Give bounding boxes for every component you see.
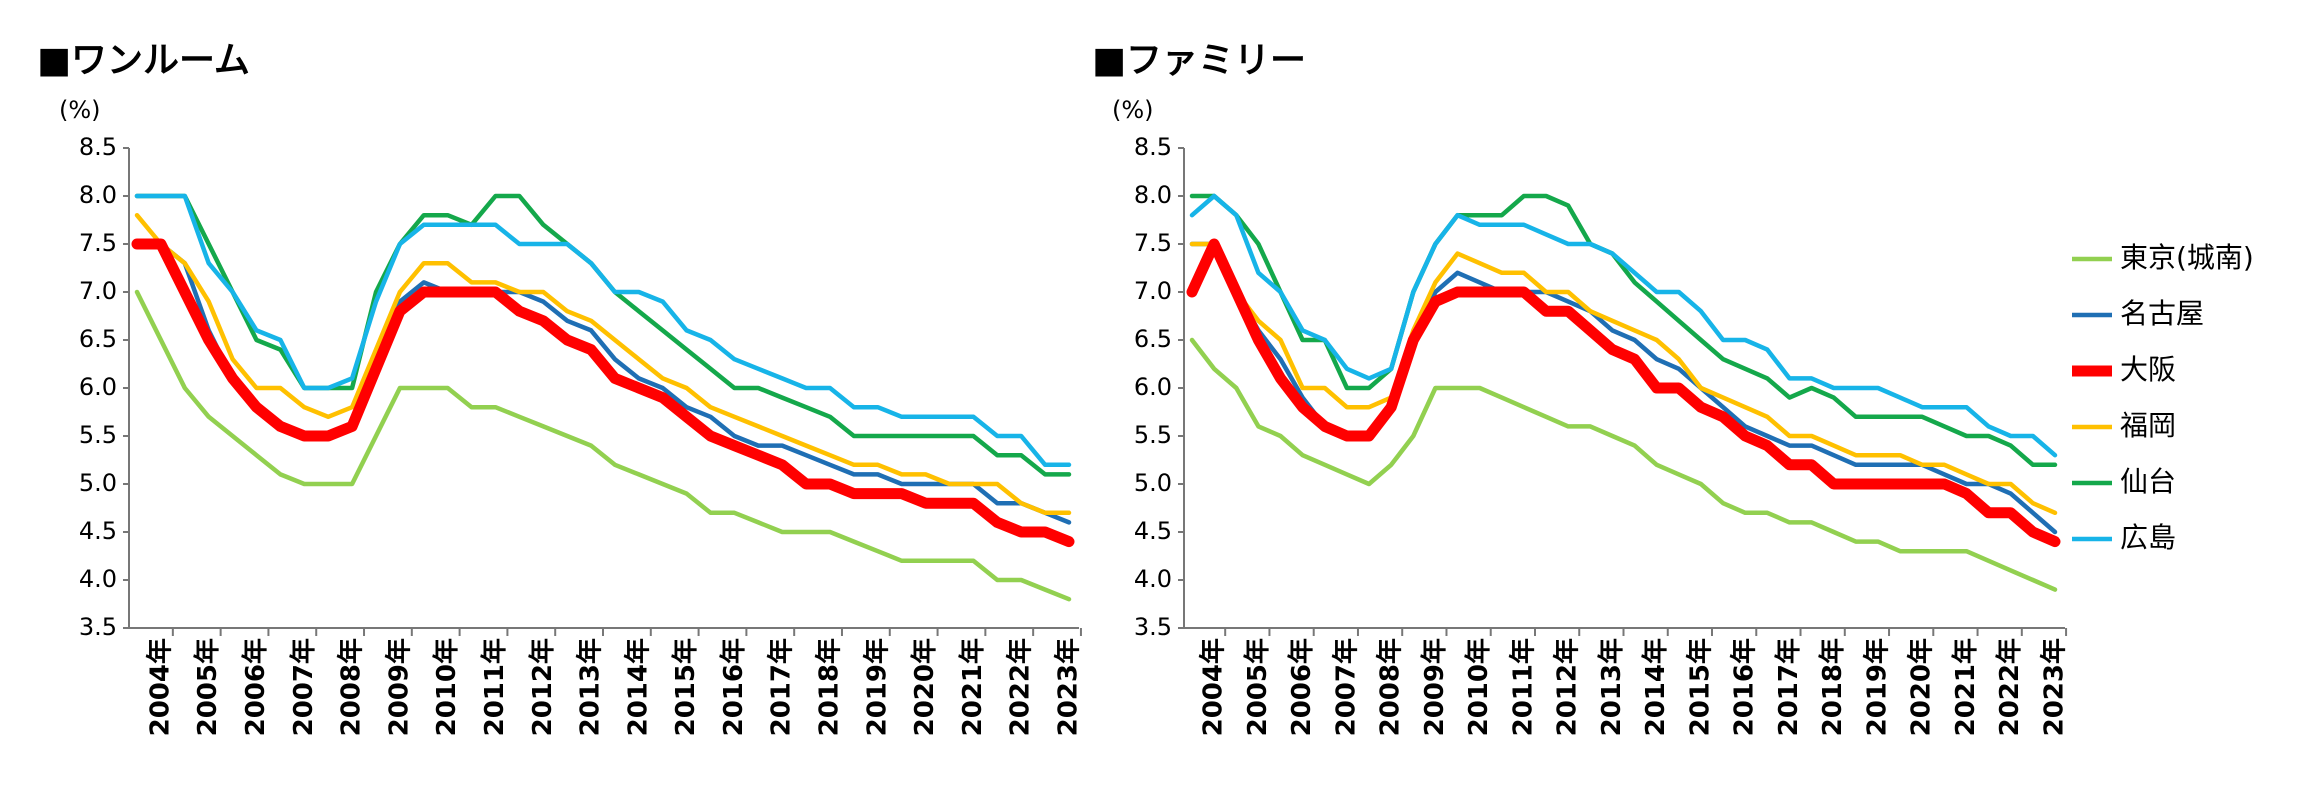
x-tick-label: 2020年 <box>1906 638 1937 736</box>
y-tick-label: 5.0 <box>1134 469 1172 497</box>
x-tick-label: 2007年 <box>1330 638 1361 736</box>
y-tick-label: 7.0 <box>79 277 117 305</box>
y-unit: (%) <box>1112 96 1154 124</box>
x-tick-label: 2008年 <box>336 638 367 736</box>
x-tick-label: 2013年 <box>575 638 606 736</box>
line <box>134 289 1072 602</box>
x-tick-label: 2014年 <box>622 638 653 736</box>
legend-label: 広島 <box>2120 521 2176 554</box>
x-tick-label: 2018年 <box>1817 638 1848 736</box>
x-tick-label: 2010年 <box>1463 638 1494 736</box>
x-tick-label: 2021年 <box>1950 638 1981 736</box>
y-tick-label: 6.5 <box>79 325 117 353</box>
y-tick-label: 6.0 <box>1134 373 1172 401</box>
x-tick-label: 2019年 <box>861 638 892 736</box>
y-tick-label: 3.5 <box>79 613 117 641</box>
x-tick-label: 2009年 <box>1419 638 1450 736</box>
x-tick-label: 2016年 <box>1729 638 1760 736</box>
x-tick-label: 2022年 <box>1005 638 1036 736</box>
y-tick-label: 5.5 <box>79 421 117 449</box>
x-tick-label: 2006年 <box>1286 638 1317 736</box>
x-tick-label: 2009年 <box>383 638 414 736</box>
x-tick-label: 2021年 <box>957 638 988 736</box>
line <box>1186 238 2061 548</box>
x-tick-label: 2012年 <box>527 638 558 736</box>
y-tick-label: 6.0 <box>79 373 117 401</box>
x-tick-label: 2007年 <box>288 638 319 736</box>
x-tick-label: 2014年 <box>1640 638 1671 736</box>
y-tick-label: 5.0 <box>79 469 117 497</box>
x-tick-label: 2004年 <box>144 638 175 736</box>
x-tick-label: 2020年 <box>909 638 940 736</box>
y-tick-label: 6.5 <box>1134 325 1172 353</box>
y-tick-label: 7.5 <box>79 229 117 257</box>
chart-title: ■ファミリー <box>1092 40 1306 81</box>
x-tick-label: 2013年 <box>1596 638 1627 736</box>
x-tick-label: 2023年 <box>1053 638 1084 736</box>
y-tick-label: 4.0 <box>1134 565 1172 593</box>
y-tick-label: 4.0 <box>79 565 117 593</box>
line <box>1189 193 2058 458</box>
legend-label: 大阪 <box>2120 353 2176 386</box>
y-tick-label: 3.5 <box>1134 613 1172 641</box>
legend-label: 福岡 <box>2120 409 2176 442</box>
chart-title: ■ワンルーム <box>37 40 250 81</box>
y-tick-label: 7.0 <box>1134 277 1172 305</box>
x-tick-label: 2015年 <box>670 638 701 736</box>
x-tick-label: 2006年 <box>240 638 271 736</box>
line <box>134 212 1072 516</box>
y-tick-label: 8.0 <box>79 181 117 209</box>
y-unit: (%) <box>59 96 101 124</box>
line <box>1189 337 2058 592</box>
legend-label: 仙台 <box>2120 465 2176 498</box>
line <box>134 193 1072 477</box>
line <box>1189 193 2058 468</box>
y-tick-label: 4.5 <box>1134 517 1172 545</box>
x-tick-label: 2012年 <box>1552 638 1583 736</box>
legend-label: 東京(城南) <box>2120 241 2254 274</box>
x-tick-label: 2008年 <box>1375 638 1406 736</box>
line <box>1189 241 2058 516</box>
line <box>134 193 1072 468</box>
x-tick-label: 2015年 <box>1684 638 1715 736</box>
line <box>131 238 1075 548</box>
x-tick-label: 2023年 <box>2039 638 2070 736</box>
x-tick-label: 2005年 <box>1242 638 1273 736</box>
x-tick-label: 2011年 <box>479 638 510 736</box>
y-tick-label: 8.5 <box>79 133 117 161</box>
legend-label: 名古屋 <box>2120 297 2204 330</box>
y-tick-label: 8.5 <box>1134 133 1172 161</box>
x-tick-label: 2018年 <box>814 638 845 736</box>
x-tick-label: 2011年 <box>1507 638 1538 736</box>
y-tick-label: 5.5 <box>1134 421 1172 449</box>
x-tick-label: 2016年 <box>718 638 749 736</box>
x-tick-label: 2005年 <box>192 638 223 736</box>
y-tick-label: 7.5 <box>1134 229 1172 257</box>
x-tick-label: 2017年 <box>766 638 797 736</box>
x-tick-label: 2010年 <box>431 638 462 736</box>
x-tick-label: 2017年 <box>1773 638 1804 736</box>
x-tick-label: 2004年 <box>1198 638 1229 736</box>
y-tick-label: 8.0 <box>1134 181 1172 209</box>
x-tick-label: 2019年 <box>1861 638 1892 736</box>
y-tick-label: 4.5 <box>79 517 117 545</box>
line <box>134 241 1072 525</box>
x-tick-label: 2022年 <box>1994 638 2025 736</box>
